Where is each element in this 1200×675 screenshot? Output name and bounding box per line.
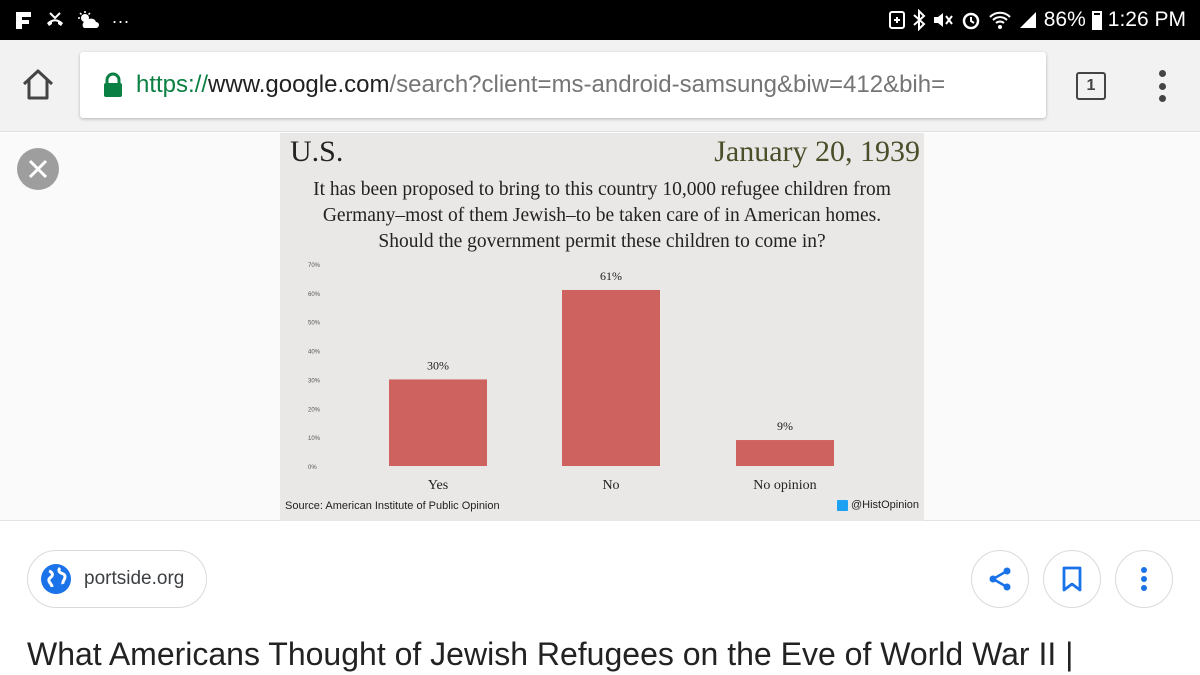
status-right: 86% 1:26 PM [888,0,1186,40]
chart-source: Source: American Institute of Public Opi… [285,500,500,512]
globe-icon [41,564,71,594]
y-tick-label: 10% [308,436,321,442]
menu-dot [1158,95,1166,102]
bar-no-opinion [736,440,834,466]
address-bar[interactable]: https://www.google.com/search?client=ms-… [80,52,1046,118]
url-text[interactable]: https://www.google.com/search?client=ms-… [136,71,1036,99]
status-bar: ... 86% 1:26 PM [0,0,1200,40]
menu-dot [1158,70,1166,77]
share-button[interactable] [971,550,1029,608]
save-button[interactable] [1043,550,1101,608]
bookmark-icon [1062,566,1082,592]
menu-dot [1158,82,1166,90]
y-tick-label: 0% [308,465,317,471]
close-viewer-button[interactable] [17,148,59,190]
twitter-icon [836,499,848,511]
bar-value-label: 9% [777,419,793,433]
weather-icon [76,10,102,30]
twitter-handle: @HistOpinion [836,499,919,511]
status-left: ... [14,0,130,40]
y-tick-label: 50% [308,321,321,327]
category-label: Yes [428,478,448,493]
poll-question: It has been proposed to bring to this co… [313,179,891,252]
notification-f-icon [14,10,34,30]
url-path: /search?client=ms-android-samsung&biw=41… [389,71,946,98]
infographic-date: January 20, 1939 [714,135,920,168]
home-button[interactable] [18,64,58,104]
mute-icon [932,10,954,30]
share-icon [989,567,1011,591]
bluetooth-icon [912,9,926,31]
lock-icon [102,72,124,98]
bar-value-label: 30% [427,358,449,372]
url-domain: www.google.com [208,71,390,98]
close-icon [28,159,48,179]
battery-percent: 86% [1043,8,1086,31]
source-site-label: portside.org [84,568,185,589]
bar-no [562,289,660,466]
home-icon [22,69,54,100]
poll-infographic[interactable]: 0% 10% 20% 30% 40% 50% 60% 70% 30% Yes 61% No 9% No o… [280,133,924,521]
category-label: No [602,478,619,493]
infographic-country: U.S. [290,135,344,168]
battery-icon [1091,10,1102,30]
bar-value-label: 61% [600,269,622,283]
missed-call-icon [44,10,66,30]
status-time: 1:26 PM [1107,8,1186,31]
y-tick-label: 70% [308,263,321,269]
data-saver-icon [888,10,906,30]
url-scheme: https:// [136,71,209,98]
more-notifications-text: ... [112,6,131,27]
y-tick-label: 40% [308,350,321,356]
y-tick-label: 30% [308,378,321,384]
result-page-title[interactable]: What Americans Thought of Jewish Refugee… [27,636,1074,672]
twitter-handle-text: @HistOpinion [850,499,919,511]
browser-menu-button[interactable] [1150,66,1174,106]
poll-bar-chart: 0% 10% 20% 30% 40% 50% 60% 70% 30% Yes 61% No 9% No o… [308,263,834,493]
bar-yes [389,379,487,466]
source-site-chip[interactable]: portside.org [27,550,207,608]
signal-icon [1018,10,1038,30]
y-tick-label: 60% [308,292,321,298]
y-tick-label: 20% [308,407,321,413]
wifi-icon [988,10,1012,30]
alarm-icon [960,9,982,31]
browser-toolbar: https://www.google.com/search?client=ms-… [0,40,1200,132]
tab-switcher-button[interactable]: 1 [1076,72,1106,100]
more-vert-icon [1141,567,1147,591]
more-options-button[interactable] [1115,550,1173,608]
image-viewer: 0% 10% 20% 30% 40% 50% 60% 70% 30% Yes 61% No 9% No o… [0,133,1200,521]
category-label: No opinion [753,478,816,493]
